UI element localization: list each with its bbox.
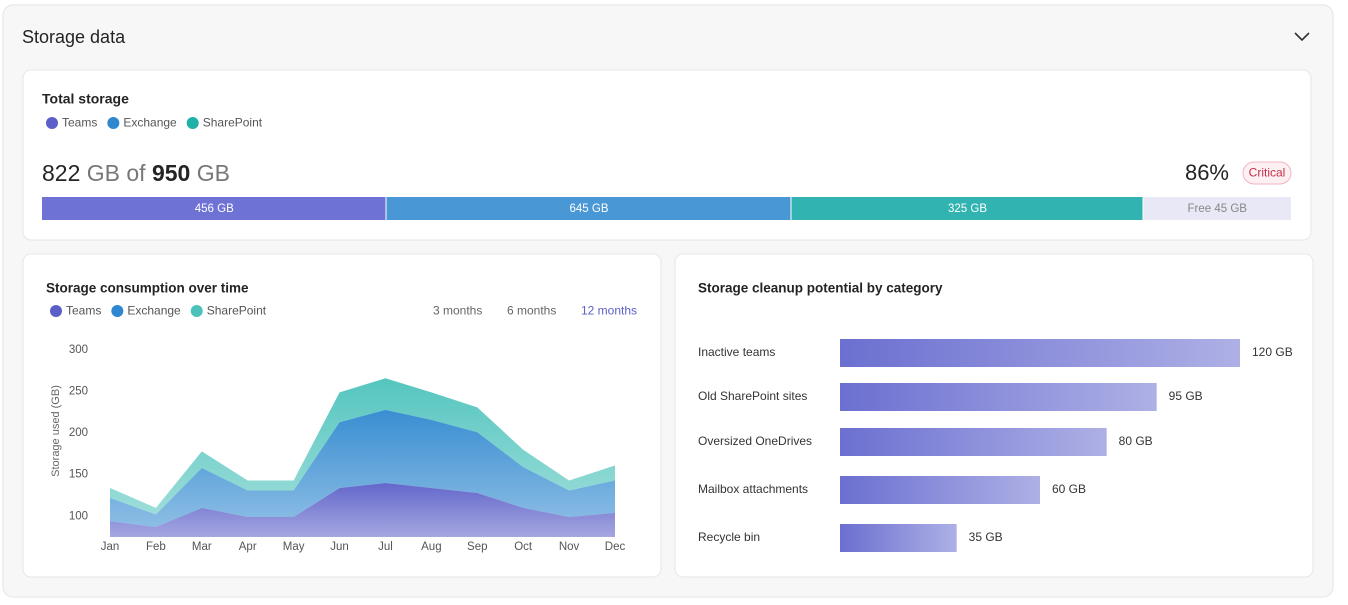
area-title: Storage consumption over time: [46, 281, 249, 296]
x-tick-label: Sep: [467, 541, 487, 553]
area-2: [110, 378, 615, 515]
bar: [840, 476, 1040, 504]
category-label: Old SharePoint sites: [698, 389, 807, 403]
y-axis-label: Storage used (GB): [50, 385, 62, 477]
segment-label: 325 GB: [948, 203, 987, 215]
legend-label: Teams: [62, 116, 97, 130]
unit: GB: [87, 160, 120, 186]
x-tick-label: Oct: [514, 541, 533, 553]
x-tick-label: Mar: [192, 541, 212, 553]
segment-label: Free 45 GB: [1188, 203, 1248, 215]
x-tick-label: Jun: [330, 541, 349, 553]
y-tick-label: 250: [69, 386, 88, 398]
value-label: 95 GB: [1169, 389, 1203, 403]
status-text: Critical: [1249, 166, 1286, 180]
range-button[interactable]: 3 months: [433, 304, 482, 318]
y-tick-label: 200: [69, 427, 88, 439]
bar-title: Storage cleanup potential by category: [698, 281, 943, 296]
total-title: Total storage: [42, 91, 129, 107]
range-button[interactable]: 6 months: [507, 304, 556, 318]
legend-swatch: [50, 305, 62, 317]
legend-label: SharePoint: [203, 116, 263, 130]
legend-swatch: [190, 305, 203, 317]
collapse-chevron[interactable]: [1294, 32, 1310, 42]
x-tick-label: Feb: [146, 541, 166, 553]
legend-label: Exchange: [123, 116, 177, 130]
status-badge: [1242, 161, 1292, 185]
x-tick-label: Apr: [239, 541, 257, 553]
area-0: [110, 482, 615, 537]
value-label: 60 GB: [1052, 482, 1086, 496]
percent: 86%: [1185, 160, 1229, 185]
legend-swatch: [111, 305, 124, 317]
bar: [840, 339, 1240, 367]
legend-label: SharePoint: [207, 304, 267, 318]
segment-label: 456 GB: [195, 203, 234, 215]
range-button[interactable]: 12 months: [581, 304, 637, 318]
x-tick-label: Aug: [421, 541, 441, 553]
x-tick-label: Dec: [605, 541, 626, 553]
x-tick-label: May: [283, 541, 305, 553]
storage-segment: [791, 197, 1143, 220]
category-label: Recycle bin: [698, 530, 760, 544]
x-tick-label: Jul: [378, 541, 393, 553]
legend-swatch: [186, 117, 199, 129]
value-label: 120 GB: [1252, 345, 1293, 359]
category-label: Oversized OneDrives: [698, 434, 812, 448]
used: 822: [42, 160, 80, 186]
value-label: 35 GB: [969, 530, 1003, 544]
x-tick-label: Jan: [101, 541, 120, 553]
bar: [840, 428, 1107, 456]
unit: GB: [197, 160, 230, 186]
legend-label: Exchange: [127, 304, 181, 318]
storage-segment: [386, 197, 791, 220]
bar-card: [674, 253, 1314, 578]
storage-segment: [1143, 197, 1291, 220]
category-label: Inactive teams: [698, 345, 775, 359]
value-label: 80 GB: [1119, 434, 1153, 448]
x-tick-label: Nov: [559, 541, 580, 553]
capacity: 950: [152, 160, 190, 186]
of: of: [126, 160, 146, 186]
bar: [840, 383, 1157, 411]
usage-headline: 822 GB of 950 GB: [42, 160, 230, 186]
section-title: Storage data: [22, 27, 126, 47]
y-tick-label: 300: [69, 344, 88, 356]
category-label: Mailbox attachments: [698, 482, 808, 496]
y-tick-label: 100: [69, 510, 88, 522]
legend-swatch: [46, 117, 58, 129]
segment-label: 645 GB: [570, 203, 609, 215]
legend-label: Teams: [66, 304, 101, 318]
area-1: [110, 409, 615, 528]
y-tick-label: 150: [69, 469, 88, 481]
legend-swatch: [107, 117, 120, 129]
storage-segment: [42, 197, 386, 220]
bar: [840, 524, 957, 552]
